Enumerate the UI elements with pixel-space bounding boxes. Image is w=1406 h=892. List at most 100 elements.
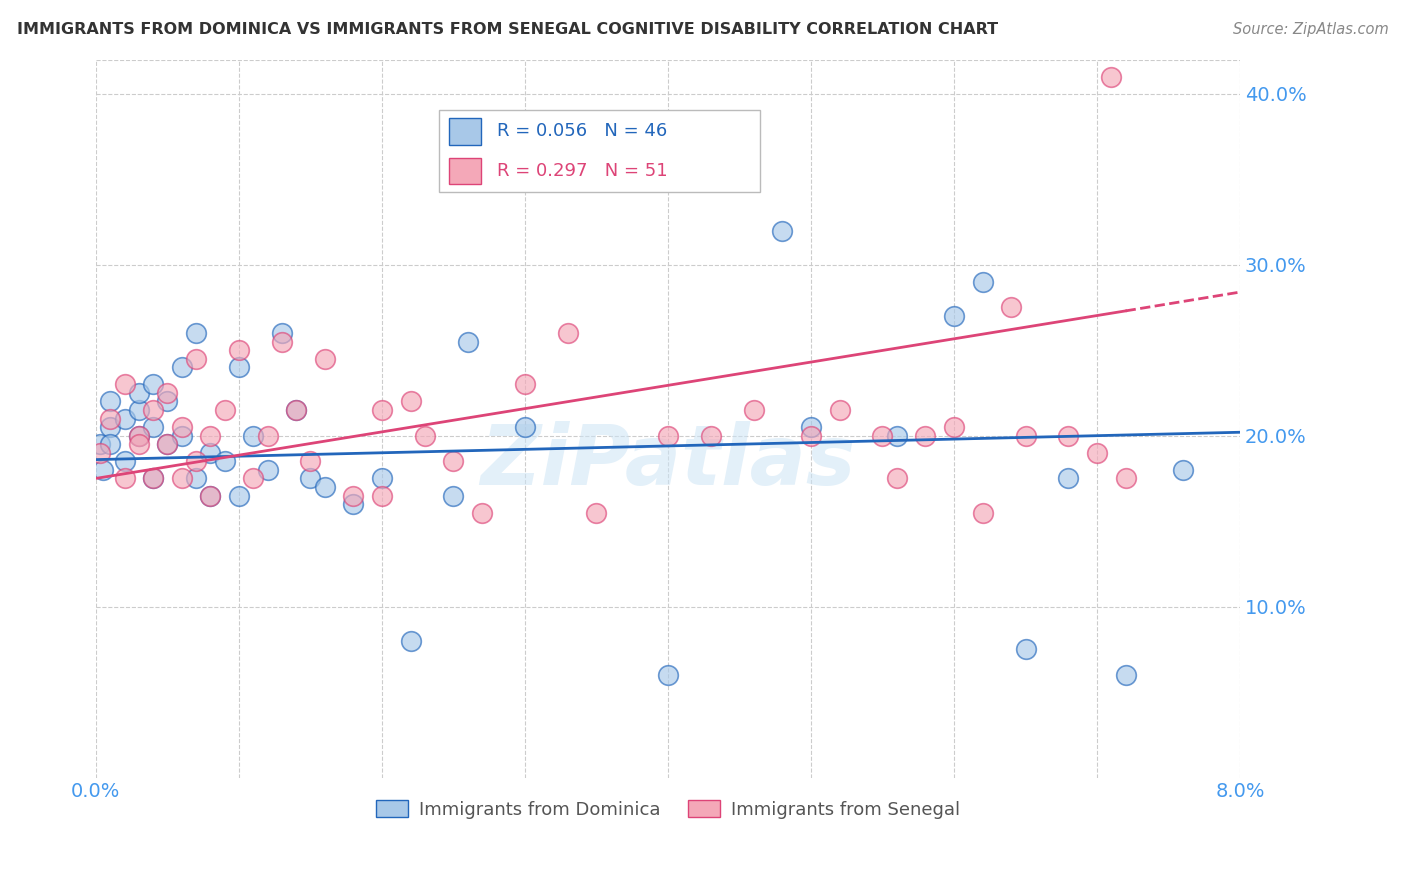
Point	[513, 377, 536, 392]
Point	[314, 351, 336, 366]
Point	[1115, 668, 1137, 682]
Point	[700, 428, 723, 442]
Point	[1057, 428, 1080, 442]
Point	[200, 488, 222, 502]
Point	[91, 463, 114, 477]
Point	[399, 633, 422, 648]
Point	[184, 454, 207, 468]
Point	[156, 437, 179, 451]
Point	[1000, 301, 1022, 315]
Point	[128, 428, 150, 442]
Point	[142, 471, 165, 485]
Point	[228, 488, 250, 502]
Point	[800, 420, 823, 434]
Point	[128, 428, 150, 442]
Point	[98, 420, 121, 434]
Text: ZiPatlas: ZiPatlas	[481, 421, 856, 502]
Point	[200, 446, 222, 460]
Point	[170, 471, 193, 485]
Point	[114, 471, 136, 485]
Point	[98, 437, 121, 451]
Point	[628, 129, 651, 144]
Point	[242, 428, 264, 442]
Point	[142, 420, 165, 434]
Point	[89, 437, 111, 451]
Point	[1099, 70, 1122, 84]
Point	[1014, 428, 1036, 442]
Point	[285, 403, 308, 417]
Point	[657, 668, 679, 682]
Point	[342, 488, 364, 502]
Point	[128, 437, 150, 451]
Point	[770, 223, 793, 237]
Point	[170, 360, 193, 375]
Point	[184, 326, 207, 340]
Point	[342, 497, 364, 511]
Text: Source: ZipAtlas.com: Source: ZipAtlas.com	[1233, 22, 1389, 37]
Point	[742, 403, 765, 417]
Point	[585, 506, 607, 520]
Point	[114, 454, 136, 468]
Point	[156, 394, 179, 409]
Point	[943, 309, 966, 323]
Legend: Immigrants from Dominica, Immigrants from Senegal: Immigrants from Dominica, Immigrants fro…	[368, 793, 967, 826]
Point	[228, 360, 250, 375]
Point	[170, 420, 193, 434]
Point	[972, 275, 994, 289]
Point	[98, 411, 121, 425]
Point	[1171, 463, 1194, 477]
Point	[914, 428, 936, 442]
Point	[1014, 642, 1036, 657]
Point	[299, 454, 322, 468]
Point	[443, 488, 465, 502]
Point	[156, 386, 179, 401]
Point	[886, 428, 908, 442]
Point	[228, 343, 250, 358]
Point	[156, 437, 179, 451]
Point	[89, 446, 111, 460]
Point	[886, 471, 908, 485]
Point	[457, 334, 479, 349]
Point	[371, 403, 394, 417]
Point	[142, 403, 165, 417]
Point	[943, 420, 966, 434]
Point	[1085, 446, 1108, 460]
Point	[184, 471, 207, 485]
Point	[413, 428, 436, 442]
Point	[285, 403, 308, 417]
Point	[513, 420, 536, 434]
Point	[200, 428, 222, 442]
Point	[657, 428, 679, 442]
Point	[314, 480, 336, 494]
Point	[399, 394, 422, 409]
Point	[828, 403, 851, 417]
Point	[114, 411, 136, 425]
Point	[1115, 471, 1137, 485]
Point	[270, 334, 292, 349]
Point	[371, 471, 394, 485]
Point	[299, 471, 322, 485]
Point	[471, 506, 494, 520]
Point	[371, 488, 394, 502]
Point	[800, 428, 823, 442]
Point	[128, 386, 150, 401]
Point	[184, 351, 207, 366]
Point	[557, 326, 579, 340]
Point	[972, 506, 994, 520]
Point	[142, 377, 165, 392]
Point	[114, 377, 136, 392]
Point	[170, 428, 193, 442]
Point	[128, 403, 150, 417]
Point	[256, 428, 278, 442]
Point	[872, 428, 894, 442]
Point	[214, 454, 236, 468]
Point	[1057, 471, 1080, 485]
Point	[270, 326, 292, 340]
Point	[242, 471, 264, 485]
Point	[443, 454, 465, 468]
Point	[200, 488, 222, 502]
Point	[256, 463, 278, 477]
Point	[142, 471, 165, 485]
Text: IMMIGRANTS FROM DOMINICA VS IMMIGRANTS FROM SENEGAL COGNITIVE DISABILITY CORRELA: IMMIGRANTS FROM DOMINICA VS IMMIGRANTS F…	[17, 22, 998, 37]
Point	[98, 394, 121, 409]
